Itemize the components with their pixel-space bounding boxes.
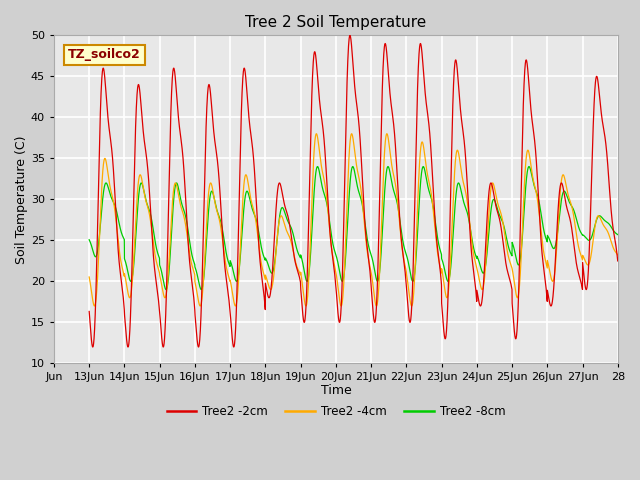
X-axis label: Time: Time	[321, 384, 351, 397]
Legend: Tree2 -2cm, Tree2 -4cm, Tree2 -8cm: Tree2 -2cm, Tree2 -4cm, Tree2 -8cm	[162, 401, 510, 423]
Y-axis label: Soil Temperature (C): Soil Temperature (C)	[15, 135, 28, 264]
Title: Tree 2 Soil Temperature: Tree 2 Soil Temperature	[245, 15, 426, 30]
Text: TZ_soilco2: TZ_soilco2	[68, 48, 141, 61]
